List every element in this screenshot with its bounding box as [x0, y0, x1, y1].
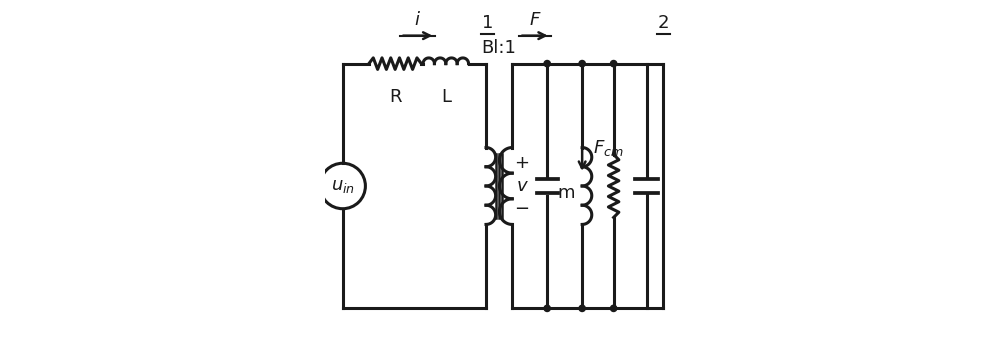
Text: F: F [529, 11, 539, 29]
Text: i: i [415, 11, 420, 29]
Circle shape [579, 60, 585, 67]
Text: v: v [517, 177, 527, 195]
Text: $F_{cm}$: $F_{cm}$ [593, 138, 624, 158]
Circle shape [544, 60, 550, 67]
Text: Bl:1: Bl:1 [482, 39, 517, 57]
Text: m: m [558, 184, 575, 202]
Circle shape [544, 305, 550, 311]
Text: +: + [515, 154, 530, 172]
Text: 1: 1 [482, 14, 493, 32]
Text: $u_{in}$: $u_{in}$ [331, 177, 355, 195]
Circle shape [579, 305, 585, 311]
Text: R: R [389, 88, 401, 106]
Text: L: L [441, 88, 451, 106]
Circle shape [610, 305, 617, 311]
Circle shape [610, 60, 617, 67]
Text: 2: 2 [658, 14, 669, 32]
Text: −: − [514, 200, 530, 218]
